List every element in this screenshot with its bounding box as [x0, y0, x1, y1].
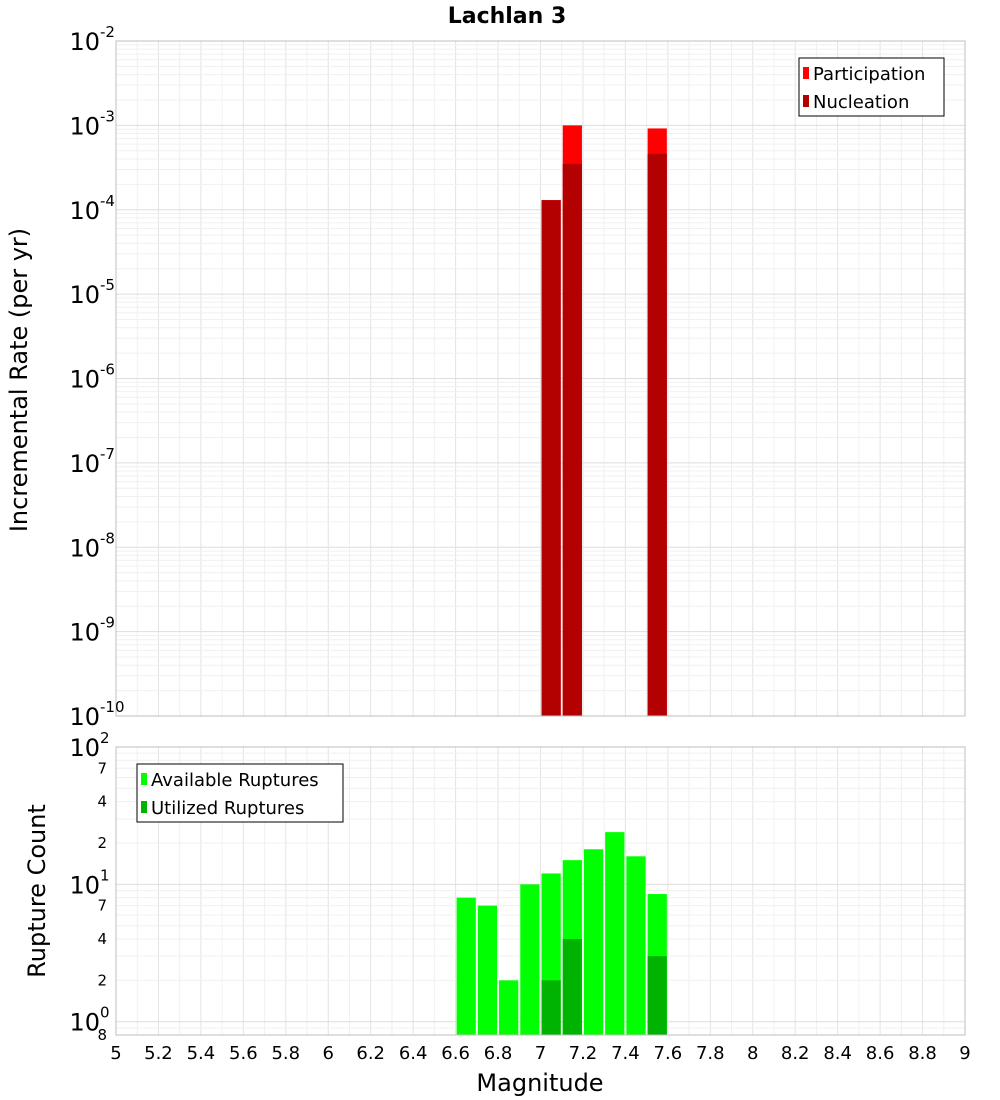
x-tick-label: 5.4 — [187, 1043, 216, 1064]
x-tick-label: 8.4 — [823, 1043, 852, 1064]
bottom-bars — [456, 832, 667, 1035]
x-tick-label: 7.8 — [696, 1043, 725, 1064]
legend-box — [136, 763, 344, 823]
y-tick-minor-label: 8 — [97, 1026, 107, 1044]
x-tick-label: 9 — [959, 1043, 970, 1064]
y-tick-minor-label: 2 — [97, 834, 107, 852]
x-tick-label: 6 — [323, 1043, 334, 1064]
y-tick-exponent: 2 — [100, 729, 110, 747]
y-tick-label: 10 — [69, 450, 100, 478]
x-tick-label: 7.2 — [569, 1043, 598, 1064]
bar-nucleation — [562, 163, 582, 717]
y-tick-label: 10 — [69, 28, 100, 56]
x-tick-label: 5.2 — [144, 1043, 173, 1064]
y-tick-exponent: -5 — [100, 276, 115, 294]
y-tick-minor-label: 2 — [97, 971, 107, 989]
top-plot-frame — [115, 40, 966, 717]
bar-available-ruptures — [477, 905, 498, 1035]
y-tick-label: 10 — [69, 366, 100, 394]
y-tick-exponent: -7 — [100, 445, 115, 463]
top-bars — [541, 125, 667, 717]
y-tick-minor-label: 4 — [97, 793, 107, 811]
x-tick-label: 8.8 — [908, 1043, 937, 1064]
y-tick-label: 10 — [69, 197, 100, 225]
bar-nucleation — [541, 200, 561, 716]
x-tick-label: 8.2 — [781, 1043, 810, 1064]
y-tick-label: 10 — [69, 871, 100, 899]
bar-utilized-ruptures — [541, 980, 561, 1035]
y-tick-exponent: 0 — [100, 1004, 110, 1022]
bar-available-ruptures — [605, 832, 625, 1035]
legend-swatch — [141, 773, 147, 785]
x-tick-label: 5.8 — [271, 1043, 300, 1064]
y-tick-exponent: -4 — [100, 192, 115, 210]
y-tick-exponent: -3 — [100, 107, 115, 125]
bar-available-ruptures — [583, 849, 604, 1035]
y-tick-minor-label: 7 — [97, 897, 107, 915]
legend-label: Participation — [813, 64, 925, 85]
legend-swatch — [141, 801, 147, 813]
x-tick-label: 5.6 — [229, 1043, 258, 1064]
bottom-plot-frame — [115, 746, 966, 1036]
bar-available-ruptures — [520, 884, 540, 1035]
bar-utilized-ruptures — [647, 956, 667, 1035]
y-tick-exponent: -10 — [100, 698, 125, 716]
x-tick-label: 5 — [110, 1043, 121, 1064]
y-tick-label: 10 — [69, 534, 100, 562]
bar-available-ruptures — [456, 897, 476, 1035]
bottom-y-axis-label: Rupture Count — [23, 804, 51, 978]
y-tick-label: 10 — [69, 619, 100, 647]
x-tick-label: 8.6 — [866, 1043, 895, 1064]
y-tick-exponent: 1 — [100, 866, 110, 884]
x-tick-label: 6.2 — [356, 1043, 385, 1064]
bottom-legend: Available Ruptures Utilized Ruptures — [136, 763, 344, 823]
y-tick-label: 10 — [69, 734, 100, 762]
y-tick-exponent: -2 — [100, 23, 115, 41]
y-tick-minor-label: 4 — [97, 930, 107, 948]
bar-utilized-ruptures — [562, 939, 582, 1035]
y-tick-label: 10 — [69, 703, 100, 731]
x-tick-label: 7 — [535, 1043, 546, 1064]
y-tick-label: 10 — [69, 1009, 100, 1037]
bar-nucleation — [647, 153, 667, 716]
legend-swatch — [803, 95, 809, 107]
top-legend: Participation Nucleation — [798, 57, 945, 117]
top-grid — [115, 40, 966, 717]
y-tick-exponent: -6 — [100, 361, 115, 379]
x-tick-label: 6.8 — [484, 1043, 513, 1064]
legend-box — [798, 57, 945, 117]
x-tick-label: 6.4 — [399, 1043, 428, 1064]
y-tick-label: 10 — [69, 112, 100, 140]
bar-available-ruptures — [499, 980, 519, 1035]
x-tick-labels: 5 5.2 5.4 5.6 5.8 6 6.2 6.4 6.6 6.8 7 7.2 7.4 7.6 7.8 8… — [110, 1043, 970, 1064]
chart-title: Lachlan 3 — [448, 4, 567, 29]
y-tick-exponent: -8 — [100, 529, 115, 547]
y-tick-minor-label: 7 — [97, 759, 107, 777]
legend-swatch — [803, 67, 809, 79]
x-tick-label: 7.6 — [654, 1043, 683, 1064]
x-axis-label: Magnitude — [476, 1069, 603, 1097]
top-y-axis-label: Incremental Rate (per yr) — [5, 228, 33, 532]
x-tick-label: 6.6 — [441, 1043, 470, 1064]
y-tick-label: 10 — [69, 281, 100, 309]
x-tick-label: 8 — [747, 1043, 758, 1064]
legend-label: Utilized Ruptures — [151, 798, 304, 819]
legend-label: Available Ruptures — [151, 770, 319, 791]
bar-available-ruptures — [626, 856, 646, 1035]
y-tick-exponent: -9 — [100, 614, 115, 632]
legend-label: Nucleation — [813, 92, 909, 113]
x-tick-label: 7.4 — [611, 1043, 640, 1064]
